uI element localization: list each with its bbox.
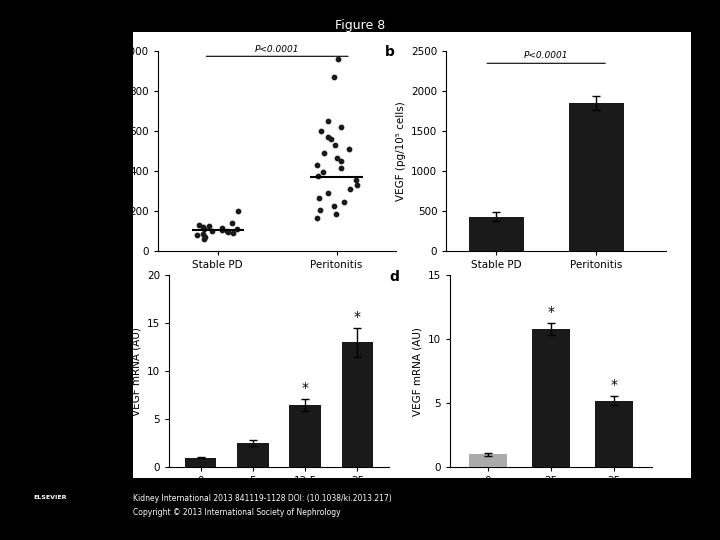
Point [192, 231, 203, 239]
Point [312, 161, 323, 170]
Point [216, 226, 228, 234]
Text: Kidney International 2013 841119-1128 DOI: (10.1038/ki.2013.217): Kidney International 2013 841119-1128 DO… [133, 494, 392, 503]
Point [330, 210, 342, 219]
Bar [237, 443, 269, 467]
Point [331, 154, 343, 163]
Bar [185, 457, 216, 467]
Bar [469, 454, 507, 467]
Point [222, 228, 233, 237]
Text: –: – [485, 502, 490, 511]
Point [193, 221, 204, 230]
Point [318, 149, 330, 158]
Point [344, 185, 356, 193]
Point [322, 117, 333, 126]
Text: *: * [547, 305, 554, 319]
Point [338, 198, 350, 206]
Point [351, 181, 362, 190]
Text: Figure 8: Figure 8 [335, 19, 385, 32]
Point [336, 123, 347, 132]
Bar [289, 405, 321, 467]
Y-axis label: VEGF mRNA (AU): VEGF mRNA (AU) [131, 327, 141, 416]
Point [332, 55, 343, 64]
Point [228, 229, 239, 238]
Point [317, 168, 328, 177]
Point [217, 224, 228, 232]
Point [315, 206, 326, 214]
Y-axis label: VEGF (pg/10⁵ cells): VEGF (pg/10⁵ cells) [395, 102, 405, 201]
Point [199, 233, 211, 241]
Y-axis label: VEGF mRNA (AU): VEGF mRNA (AU) [412, 327, 422, 416]
Bar [532, 329, 570, 467]
Point [336, 164, 347, 172]
Point [343, 145, 354, 153]
Text: *: * [302, 381, 309, 395]
Point [226, 219, 238, 227]
Point [328, 73, 339, 82]
Text: P<0.0001: P<0.0001 [255, 45, 300, 53]
Text: Copyright © 2013 International Society of Nephrology: Copyright © 2013 International Society o… [133, 508, 341, 517]
Text: *: * [354, 310, 361, 325]
Bar [595, 401, 633, 467]
Point [197, 223, 209, 232]
Text: d: d [390, 269, 400, 284]
Point [221, 227, 233, 235]
Point [197, 230, 209, 239]
Text: +: + [610, 502, 618, 511]
Point [350, 176, 361, 185]
Text: *: * [611, 379, 617, 393]
Point [231, 225, 243, 233]
Text: c: c [108, 269, 116, 284]
Text: b: b [385, 45, 395, 59]
Bar [342, 342, 373, 467]
Point [232, 207, 243, 215]
Bar [469, 217, 523, 251]
Point [199, 225, 210, 233]
Point [322, 133, 333, 141]
Bar [569, 103, 624, 251]
Text: –: – [549, 502, 553, 511]
Point [335, 157, 346, 165]
Point [311, 214, 323, 222]
Point [207, 227, 218, 235]
Point [204, 222, 215, 231]
Point [328, 202, 340, 211]
Point [312, 172, 324, 180]
X-axis label: Peritonitis dialysate (%): Peritonitis dialysate (%) [217, 492, 341, 502]
Point [199, 235, 210, 244]
Point [329, 141, 341, 150]
Point [325, 135, 337, 144]
Text: a: a [106, 45, 116, 59]
Text: P<0.0001: P<0.0001 [524, 51, 569, 60]
Text: ELSEVIER: ELSEVIER [34, 495, 67, 500]
Point [315, 127, 327, 136]
Point [323, 189, 334, 198]
Point [314, 194, 325, 202]
Y-axis label: VEGF (pg/ml): VEGF (pg/ml) [108, 117, 117, 186]
